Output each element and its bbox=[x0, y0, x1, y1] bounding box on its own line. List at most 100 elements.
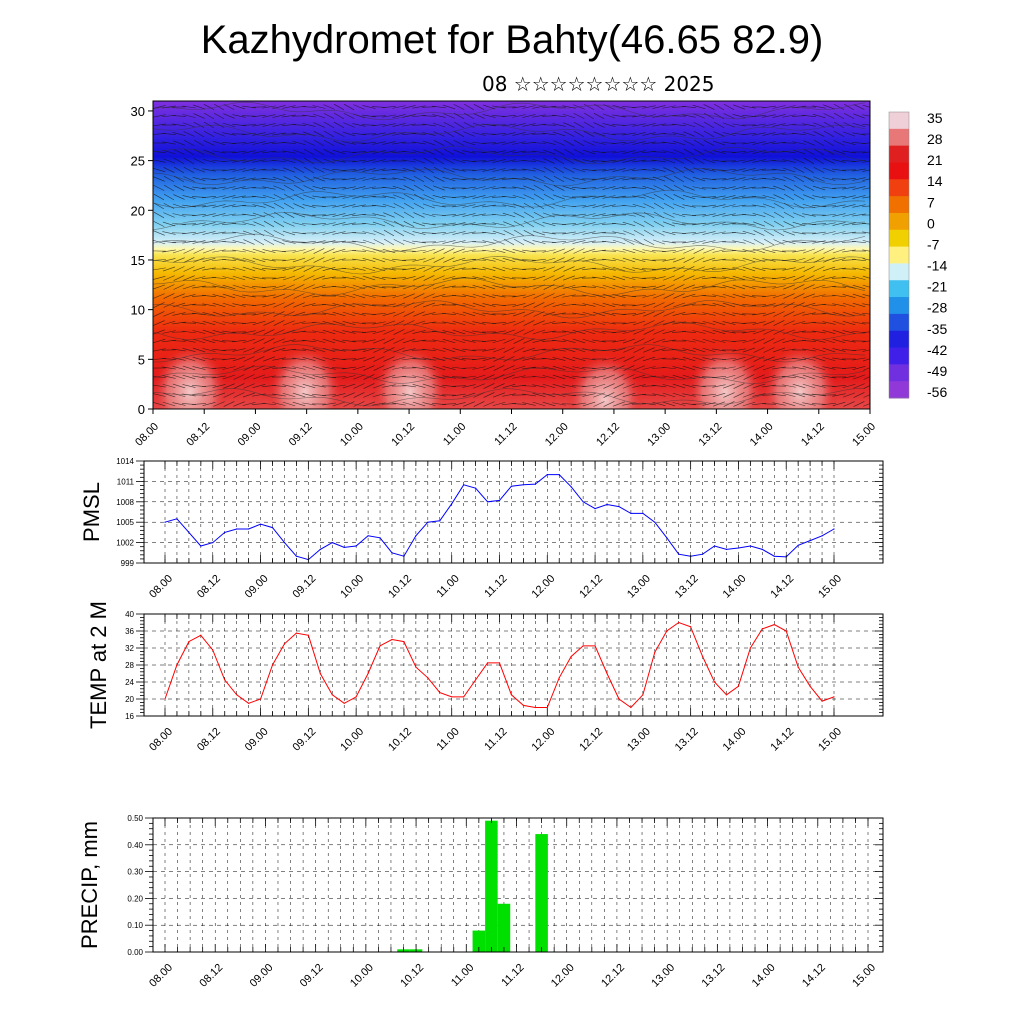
wind-barb bbox=[512, 186, 526, 190]
wind-barb bbox=[553, 149, 565, 155]
wind-barb bbox=[492, 266, 506, 272]
panel-2-data-point bbox=[642, 694, 644, 696]
wind-barb bbox=[662, 240, 676, 244]
wind-barb bbox=[812, 185, 826, 191]
wind-barb bbox=[452, 385, 466, 387]
wind-barb bbox=[273, 302, 285, 308]
wind-barb bbox=[753, 230, 765, 236]
wind-barb bbox=[722, 302, 736, 308]
panel-2-xtick-label: 14.12 bbox=[768, 726, 796, 754]
wind-barb bbox=[402, 348, 416, 352]
wind-barb bbox=[653, 202, 665, 210]
panel-1-data-point bbox=[463, 484, 465, 486]
wind-barb bbox=[572, 312, 586, 316]
panel-2-data-point bbox=[307, 634, 309, 636]
wind-barb bbox=[622, 205, 636, 207]
wind-barb bbox=[622, 248, 636, 254]
wind-barb bbox=[692, 394, 706, 396]
wind-barb bbox=[582, 231, 596, 235]
wind-barb bbox=[812, 294, 826, 298]
wind-barb bbox=[192, 338, 206, 344]
wind-barb bbox=[812, 195, 826, 199]
wind-barb bbox=[153, 320, 165, 326]
wind-barb bbox=[702, 366, 716, 370]
wind-barb bbox=[302, 393, 316, 397]
wind-barb bbox=[382, 114, 396, 118]
wind-barb bbox=[262, 177, 276, 181]
heatmap-xtick-label: 14.12 bbox=[799, 421, 827, 449]
wind-barb bbox=[792, 311, 806, 317]
wind-barb bbox=[473, 104, 485, 110]
wind-barb bbox=[533, 184, 545, 192]
wind-barb bbox=[383, 221, 395, 227]
wind-barb bbox=[322, 266, 336, 272]
wind-barb bbox=[342, 131, 356, 137]
wind-barb bbox=[522, 347, 536, 353]
wind-barb bbox=[502, 204, 516, 208]
panel-1-data-point bbox=[570, 486, 572, 488]
panel-2-xtick-label: 11.12 bbox=[482, 726, 509, 753]
wind-barb bbox=[482, 195, 496, 199]
wind-barb bbox=[172, 383, 186, 389]
wind-barb bbox=[333, 140, 345, 146]
wind-barb bbox=[463, 122, 475, 128]
wind-barb bbox=[842, 141, 856, 145]
wind-barb bbox=[432, 105, 446, 109]
wind-barb bbox=[462, 329, 476, 335]
wind-barb bbox=[543, 167, 555, 173]
wind-barb bbox=[403, 320, 415, 326]
heatmap-ytick-label: 20 bbox=[131, 203, 145, 218]
wind-barb bbox=[192, 347, 206, 353]
panel-1-xtick-label: 11.12 bbox=[482, 573, 509, 600]
wind-barb bbox=[632, 141, 646, 145]
contour-line bbox=[153, 277, 866, 296]
wind-barb bbox=[382, 320, 396, 326]
wind-barb bbox=[812, 356, 826, 362]
wind-barb bbox=[743, 383, 755, 389]
wind-barb bbox=[822, 285, 836, 289]
wind-barb bbox=[252, 204, 266, 208]
wind-barb bbox=[813, 157, 825, 165]
panel-2-data-point bbox=[546, 706, 548, 709]
wind-barb bbox=[183, 248, 195, 254]
wind-barb bbox=[222, 186, 236, 190]
wind-barb bbox=[182, 122, 196, 128]
wind-barb bbox=[632, 303, 646, 307]
heatmap-ytick-label: 0 bbox=[138, 402, 145, 417]
wind-barb bbox=[513, 347, 525, 353]
wind-barb bbox=[243, 383, 255, 389]
wind-barb bbox=[672, 392, 686, 398]
wind-barb bbox=[242, 205, 256, 207]
wind-barb bbox=[762, 267, 776, 271]
wind-barb bbox=[373, 347, 385, 353]
wind-barb bbox=[663, 293, 675, 299]
wind-barb bbox=[523, 211, 535, 219]
wind-barb bbox=[452, 329, 466, 335]
wind-barb bbox=[182, 322, 196, 324]
wind-barb bbox=[683, 284, 695, 290]
wind-barb bbox=[782, 375, 796, 379]
wind-barb bbox=[783, 185, 795, 191]
wind-barb bbox=[853, 113, 865, 119]
wind-barb bbox=[292, 349, 306, 351]
wind-barb bbox=[813, 248, 825, 254]
wind-barb bbox=[372, 313, 386, 315]
wind-barb bbox=[192, 186, 206, 190]
wind-barb bbox=[383, 229, 395, 237]
panel-2-data-point bbox=[785, 630, 787, 632]
wind-barb bbox=[672, 366, 686, 370]
wind-barb bbox=[213, 112, 225, 120]
wind-barb bbox=[762, 123, 776, 127]
panel-2-data-point bbox=[570, 655, 572, 658]
wind-barb bbox=[622, 266, 636, 272]
wind-barb bbox=[692, 313, 706, 315]
wind-barb bbox=[822, 222, 836, 226]
wind-barb bbox=[273, 338, 285, 344]
wind-barb bbox=[612, 186, 626, 190]
wind-barb bbox=[622, 168, 636, 172]
wind-barb bbox=[762, 403, 776, 405]
wind-barb bbox=[772, 366, 786, 370]
wind-barb bbox=[422, 348, 436, 352]
wind-barb bbox=[493, 383, 505, 389]
wind-barb bbox=[642, 186, 656, 190]
